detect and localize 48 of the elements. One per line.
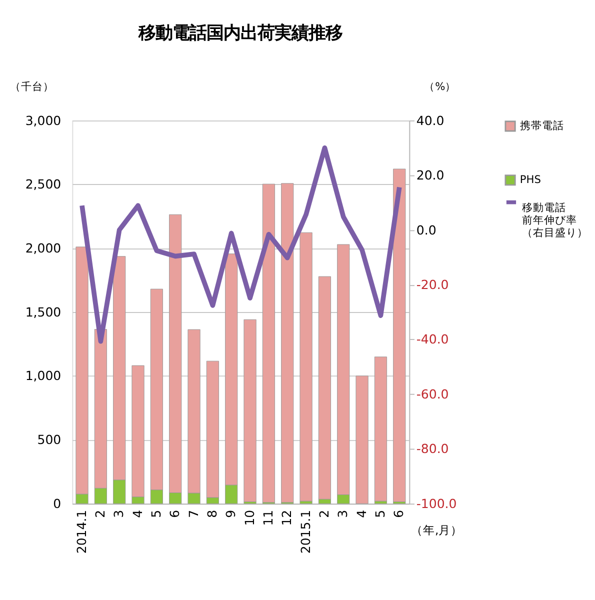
y2-tick-label: -40.0 [416, 332, 449, 347]
x-tick-label: 2 [92, 510, 108, 518]
x-tick-label: 2 [316, 510, 332, 518]
y-tick-label: 1,500 [25, 304, 62, 320]
legend-label: 携帯電話 [520, 119, 564, 132]
x-tick-label: 6 [391, 510, 406, 518]
x-tick-label: 5 [372, 510, 388, 518]
legend-label: PHS [520, 174, 542, 186]
y-tick-label: 0 [53, 496, 62, 511]
y-axis-title: （千台） [10, 80, 54, 94]
x-tick-label: 9 [223, 510, 238, 518]
bar [262, 184, 276, 503]
y-tick-label: 2,000 [25, 240, 62, 256]
y2-axis-title: （%） [424, 81, 456, 94]
y2-tick-label: 20.0 [416, 168, 444, 183]
x-tick-label: 2014.1 [74, 510, 89, 554]
x-tick-label: 3 [111, 510, 126, 518]
x-tick-label: 4 [130, 510, 145, 518]
bar [300, 232, 312, 502]
line-series [80, 145, 402, 344]
bar [281, 183, 294, 503]
legend-label: 移動電話前年伸び率（右目盛り） [522, 200, 588, 239]
y2-tick-label: 40.0 [416, 112, 444, 128]
x-tick-label: 10 [242, 510, 257, 526]
y-tick-label: 2,500 [25, 176, 62, 192]
x-axis-title: （年,月） [410, 522, 463, 537]
x-tick-label: 8 [204, 510, 220, 518]
y2-tick-label: -80.0 [416, 441, 449, 456]
x-tick-label: 12 [279, 510, 294, 526]
y2-tick-label: 0.0 [416, 222, 436, 238]
x-tick-label: 4 [354, 510, 369, 518]
chart-title: 移動電話国内出荷実績推移 [138, 24, 343, 44]
bar [393, 168, 406, 502]
bar [374, 356, 388, 502]
y-tick-label: 1,000 [25, 368, 62, 384]
bar [356, 376, 368, 504]
y2-tick-label: -20.0 [416, 276, 449, 292]
x-tick-label: 11 [260, 510, 276, 526]
x-tick-label: 7 [186, 510, 201, 518]
y-tick-label: 3,000 [25, 112, 62, 128]
bar [244, 319, 256, 502]
x-tick-label: 6 [167, 510, 182, 518]
y-tick-label: 500 [37, 432, 62, 448]
x-tick-label: 5 [148, 510, 164, 518]
y2-tick-label: -100.0 [416, 496, 457, 511]
x-tick-label: 3 [335, 510, 350, 518]
y2-tick-label: -60.0 [416, 386, 449, 402]
x-tick-label: 2015.1 [298, 510, 313, 554]
